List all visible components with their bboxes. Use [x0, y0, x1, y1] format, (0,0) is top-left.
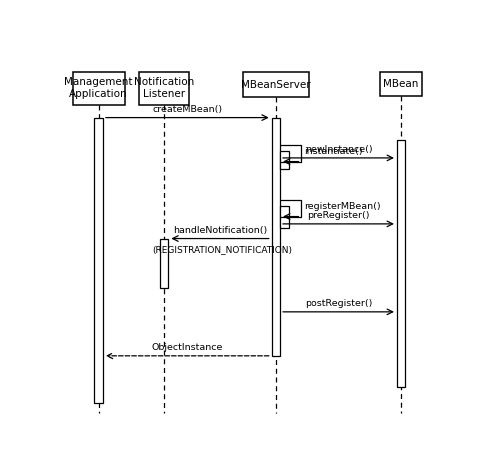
Text: Notification
Listener: Notification Listener	[134, 78, 194, 99]
Bar	[272, 118, 280, 356]
Text: registerMBean(): registerMBean()	[304, 202, 381, 211]
Text: (REGISTRATION_NOTIFICATION): (REGISTRATION_NOTIFICATION)	[152, 245, 292, 254]
Bar	[94, 118, 103, 404]
Bar	[139, 72, 189, 105]
Text: ObjectInstance: ObjectInstance	[152, 343, 223, 352]
Bar	[160, 238, 168, 288]
Bar	[280, 206, 289, 228]
Text: instantiate(): instantiate()	[304, 147, 363, 156]
Text: Management
Application: Management Application	[65, 78, 133, 99]
Text: MBean: MBean	[383, 79, 419, 89]
Bar	[397, 139, 406, 387]
Text: createMBean(): createMBean()	[152, 105, 222, 114]
Bar	[243, 72, 309, 98]
Text: newInstance(): newInstance()	[305, 145, 372, 154]
Bar	[73, 72, 125, 105]
Text: preRegister(): preRegister()	[307, 211, 370, 220]
Text: MBeanServer: MBeanServer	[241, 79, 311, 89]
Text: postRegister(): postRegister()	[305, 299, 372, 308]
Bar	[280, 150, 289, 169]
Text: handleNotification(): handleNotification()	[173, 226, 267, 235]
Bar	[380, 72, 422, 96]
